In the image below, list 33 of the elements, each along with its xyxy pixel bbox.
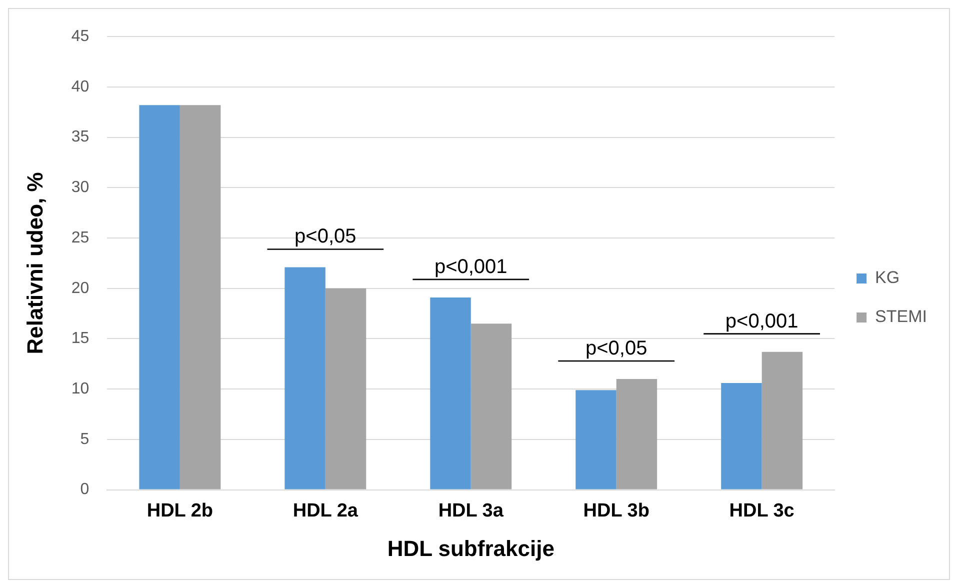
legend-label: STEMI <box>875 307 928 326</box>
annotation: p<0,001 <box>725 310 798 332</box>
y-tick-label: 0 <box>80 481 90 498</box>
bar <box>721 383 762 490</box>
x-tick-label: HDL 3b <box>583 500 650 522</box>
legend-label: KG <box>875 268 900 288</box>
bar <box>762 352 803 490</box>
annotation: p<0,001 <box>434 256 508 278</box>
annotation: p<0,05 <box>294 226 356 248</box>
x-tick-label: HDL 2b <box>146 500 214 522</box>
y-tick-label: 5 <box>80 430 90 448</box>
y-tick-label: 40 <box>71 78 90 96</box>
y-tick-label: 15 <box>71 330 90 348</box>
bar <box>284 267 326 490</box>
bar <box>576 390 616 490</box>
annotation: p<0,05 <box>585 338 648 360</box>
bar <box>139 105 180 490</box>
bar <box>430 297 471 490</box>
bar <box>470 324 512 490</box>
bar <box>325 288 366 490</box>
y-tick-label: 25 <box>71 229 90 246</box>
bar <box>616 379 658 490</box>
bar <box>180 105 221 490</box>
y-tick-label: 30 <box>71 179 90 196</box>
y-tick-label: 10 <box>71 380 90 398</box>
x-tick-label: HDL 3c <box>729 500 795 522</box>
y-axis-title: Relativni udeo, % <box>22 172 48 354</box>
x-tick-label: HDL 3a <box>438 500 504 522</box>
x-axis-title: HDL subfrakcije <box>387 536 554 561</box>
x-tick-label: HDL 2a <box>292 500 358 522</box>
y-tick-label: 20 <box>71 280 90 297</box>
y-tick-label: 35 <box>71 128 90 146</box>
y-tick-label: 45 <box>71 28 90 46</box>
